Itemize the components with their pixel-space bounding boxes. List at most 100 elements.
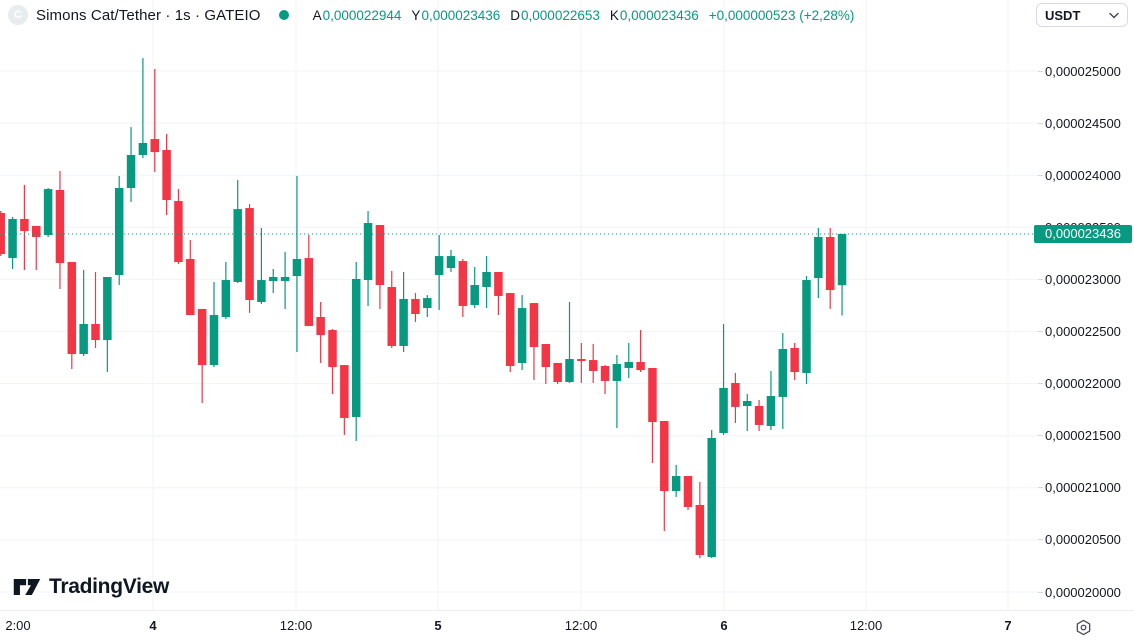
candle-body <box>174 201 183 262</box>
candle-body <box>399 298 408 346</box>
candle-body <box>541 344 551 368</box>
low-value: D0,000022653 <box>510 7 600 23</box>
price-axis-label: 0,000020500 <box>1045 532 1121 548</box>
candle-body <box>43 189 53 236</box>
price-axis-tick <box>1038 70 1043 72</box>
candle-body <box>423 298 432 309</box>
candle-body <box>126 154 136 189</box>
candle-body <box>636 362 645 371</box>
time-axis-label: 6 <box>720 618 728 633</box>
price-change: +0,000000523 (+2,28%) <box>708 7 855 23</box>
candle-body <box>695 504 705 556</box>
candle-body <box>292 258 302 277</box>
price-axis-label: 0,000024000 <box>1045 167 1121 183</box>
candle-body <box>245 208 254 301</box>
candle-body <box>719 387 728 433</box>
ohlc-values: A0,000022944 Y0,000023436 D0,000022653 K… <box>313 8 855 23</box>
candle-body <box>375 225 385 286</box>
candle-body <box>671 476 681 492</box>
candle-body <box>446 256 456 269</box>
candle-body <box>683 476 693 507</box>
candle-body <box>233 209 242 283</box>
candle-body <box>103 277 112 341</box>
tradingview-logo-icon <box>13 579 41 595</box>
time-axis-label: 4 <box>149 618 157 633</box>
candle-body <box>411 298 420 314</box>
currency-dropdown[interactable]: USDT <box>1036 3 1128 27</box>
candle-body <box>707 437 716 557</box>
candle-body <box>600 365 610 381</box>
candle-body <box>766 395 776 427</box>
candle-body <box>470 285 479 306</box>
price-axis-tick <box>1038 435 1043 437</box>
candle-body <box>221 280 231 318</box>
price-axis[interactable]: 0,000025000 0,000024500 0,000024000 0,00002… <box>1034 0 1134 610</box>
price-axis-tick <box>1038 278 1043 280</box>
candle-body <box>434 256 444 276</box>
chart-legend: C Simons Cat/Tether · 1s · GATEIO A0,000… <box>0 0 1038 30</box>
candle-body <box>731 382 740 407</box>
candle-body <box>565 359 574 383</box>
time-axis-label: 12:00 <box>564 618 598 633</box>
price-axis-tick <box>1038 487 1043 489</box>
candle-body <box>802 280 811 373</box>
symbol-title[interactable]: Simons Cat/Tether · 1s · GATEIO <box>36 6 261 24</box>
candle-body <box>316 317 325 336</box>
candle-body <box>340 365 349 418</box>
price-axis-tick <box>1038 383 1043 385</box>
candle-body <box>577 359 586 361</box>
candle-body <box>91 323 100 341</box>
price-axis-label: 0,000022000 <box>1045 376 1121 392</box>
price-axis-label: 0,000022500 <box>1045 324 1121 339</box>
price-axis-label: 0,000024500 <box>1045 115 1121 131</box>
candle-body <box>588 360 598 371</box>
candlestick-chart[interactable] <box>0 0 1038 610</box>
price-axis-tick <box>1038 539 1043 541</box>
price-axis-label: 0,000021000 <box>1045 480 1121 496</box>
axis-settings-icon[interactable] <box>1072 616 1094 638</box>
symbol-logo-letter: C <box>14 9 22 21</box>
price-axis-tick <box>1038 174 1043 176</box>
candle-body <box>458 261 468 306</box>
price-axis-tick <box>1038 331 1043 332</box>
candle-body <box>186 258 195 316</box>
candle-body <box>529 303 539 348</box>
candle-body <box>257 280 266 303</box>
time-axis-label: 5 <box>434 618 442 633</box>
time-axis[interactable]: 2:00 4 12:00 5 12:00 6 12:00 7 <box>0 610 1134 640</box>
time-axis-label: 7 <box>1004 618 1012 633</box>
candle-body <box>197 308 207 366</box>
candle-body <box>114 188 124 276</box>
candle-body <box>351 278 361 418</box>
candle-body <box>494 272 503 296</box>
candle-body <box>387 287 396 346</box>
candle-body <box>67 261 77 355</box>
price-axis-label: 0,000021500 <box>1045 428 1121 444</box>
candle-body <box>269 277 278 282</box>
candle-body <box>624 362 633 368</box>
candle-body <box>280 277 290 282</box>
tradingview-logo[interactable]: TradingView <box>12 574 169 600</box>
tradingview-logo-text: TradingView <box>49 575 170 598</box>
price-axis-label: 0,000020000 <box>1045 584 1121 600</box>
candle-body <box>660 421 669 492</box>
candle-body <box>743 401 752 407</box>
high-value: Y0,000023436 <box>411 7 501 23</box>
candle-body <box>612 364 622 381</box>
open-value: A0,000022944 <box>312 7 402 23</box>
price-axis-label: 0,000023000 <box>1045 271 1121 287</box>
candle-body <box>363 223 373 281</box>
currency-dropdown-value: USDT <box>1045 7 1081 23</box>
candle-body <box>32 225 41 237</box>
candle-body <box>506 293 515 366</box>
candle-body <box>150 139 159 153</box>
market-status-dot-icon <box>278 10 289 20</box>
candle-body <box>648 367 657 423</box>
candle-body <box>0 213 5 254</box>
candle-body <box>20 218 29 232</box>
candle-body <box>814 236 823 279</box>
current-price-badge: 0,000023436 <box>1034 224 1132 243</box>
candle-body <box>209 315 219 366</box>
chevron-down-icon <box>1109 12 1119 18</box>
